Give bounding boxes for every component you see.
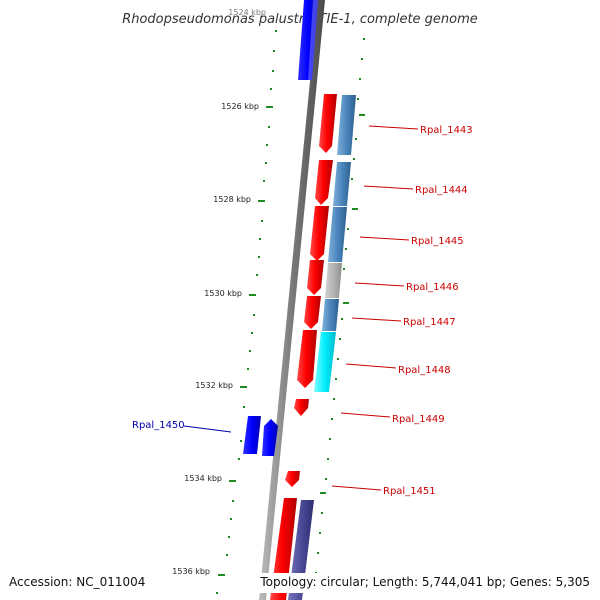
gene-arrow-rpal-1451[interactable] xyxy=(285,471,300,487)
gene-arrow-rpal-1449[interactable] xyxy=(294,399,309,416)
footer-left-bg xyxy=(0,573,156,593)
gene-arrow-rpal-1448[interactable] xyxy=(297,330,317,388)
genome-summary-text: Topology: circular; Length: 5,744,041 bp… xyxy=(259,575,590,589)
category-block[interactable] xyxy=(322,299,339,331)
category-block[interactable] xyxy=(328,207,347,262)
accession-text: Accession: NC_011004 xyxy=(9,575,145,589)
gene-label[interactable]: Rpal_1445 xyxy=(411,236,464,247)
kbp-label: 1526 kbp xyxy=(221,102,259,111)
coordinate-ruler: 1524 kbp 1526 kbp 1528 kbp 1530 kbp 1532… xyxy=(172,8,277,594)
reverse-strand-gene-edge xyxy=(308,0,318,80)
category-block[interactable] xyxy=(325,263,342,298)
gene-label[interactable]: Rpal_1446 xyxy=(406,282,459,293)
kbp-label: 1530 kbp xyxy=(204,289,242,298)
gene-arrow-rpal-1445[interactable] xyxy=(310,206,329,261)
gene-label[interactable]: Rpal_1443 xyxy=(420,125,473,136)
gene-label[interactable]: Rpal_1447 xyxy=(403,317,456,328)
gene-label[interactable]: Rpal_1451 xyxy=(383,486,436,497)
kbp-label: 1536 kbp xyxy=(172,567,210,576)
kbp-label: 1532 kbp xyxy=(195,381,233,390)
category-block[interactable] xyxy=(337,95,356,155)
map-title: Rhodopseudomonas palustris TIE-1, comple… xyxy=(122,12,478,27)
gene-arrow-rpal-1447[interactable] xyxy=(304,296,321,329)
kbp-label: 1534 kbp xyxy=(184,474,222,483)
gene-arrow-rpal-1443[interactable] xyxy=(319,94,337,153)
category-block[interactable] xyxy=(314,332,336,392)
gene-arrow-rpal-1446[interactable] xyxy=(307,260,324,295)
genome-backbone xyxy=(259,0,325,600)
gene-arrow-rpal-1444[interactable] xyxy=(315,160,333,205)
gene-labels: Rpal_1443 Rpal_1444 Rpal_1445 Rpal_1446 … xyxy=(132,125,473,497)
gene-label[interactable]: Rpal_1444 xyxy=(415,185,468,196)
kbp-label: 1528 kbp xyxy=(213,195,251,204)
gene-label[interactable]: Rpal_1449 xyxy=(392,414,445,425)
footer-right-bg xyxy=(258,573,600,593)
gene-arrow-rpal-1450[interactable] xyxy=(243,416,278,456)
gene-label[interactable]: Rpal_1450 xyxy=(132,420,185,431)
label-leaders xyxy=(183,125,419,491)
category-block[interactable] xyxy=(333,162,351,206)
gene-label[interactable]: Rpal_1448 xyxy=(398,365,451,376)
kbp-label: 1524 kbp xyxy=(228,8,266,17)
